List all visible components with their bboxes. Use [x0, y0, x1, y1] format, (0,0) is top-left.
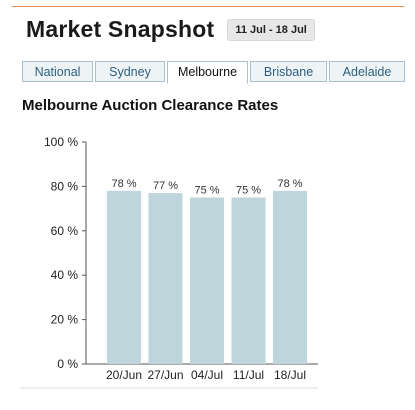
bar-value-label: 75 %	[236, 185, 261, 197]
header: Market Snapshot 11 Jul - 18 Jul	[26, 16, 315, 43]
tab-sydney[interactable]: Sydney	[95, 61, 165, 82]
bar-value-label: 78 %	[111, 178, 136, 190]
bar-value-label: 75 %	[194, 185, 219, 197]
y-tick-label: 80 %	[51, 179, 79, 193]
page-title: Market Snapshot	[26, 16, 215, 42]
y-tick-label: 20 %	[51, 313, 79, 327]
tab-brisbane[interactable]: Brisbane	[250, 61, 327, 82]
y-tick-label: 40 %	[51, 268, 79, 282]
city-tabs: National Sydney Melbourne Brisbane Adela…	[22, 61, 405, 84]
tab-adelaide[interactable]: Adelaide	[329, 61, 405, 82]
y-tick-label: 100 %	[44, 135, 78, 149]
tab-melbourne[interactable]: Melbourne	[167, 61, 248, 84]
tab-national[interactable]: National	[22, 61, 93, 82]
x-tick-label: 18/Jul	[274, 368, 306, 382]
bar-value-label: 77 %	[153, 180, 178, 192]
x-tick-label: 11/Jul	[233, 368, 264, 382]
header-accent-line	[12, 6, 404, 7]
x-tick-label: 20/Jun	[106, 368, 142, 382]
x-tick-label: 04/Jul	[191, 368, 223, 382]
bar-11/Jul	[231, 197, 266, 364]
bar-04/Jul	[190, 197, 224, 364]
bar-20/Jun	[107, 190, 141, 364]
x-tick-label: 27/Jun	[147, 368, 183, 382]
y-tick-label: 60 %	[51, 224, 79, 238]
y-tick-label: 0 %	[57, 357, 78, 371]
bar-27/Jun	[148, 193, 183, 364]
bar-18/Jul	[273, 190, 307, 364]
chart-title: Melbourne Auction Clearance Rates	[22, 97, 279, 114]
date-range-badge: 11 Jul - 18 Jul	[227, 18, 315, 41]
bar-value-label: 78 %	[277, 178, 302, 190]
clearance-rate-chart: 0 % 20 % 40 % 60 % 80 % 100 % 78 % 77 % 75 % 75 …	[20, 135, 318, 389]
